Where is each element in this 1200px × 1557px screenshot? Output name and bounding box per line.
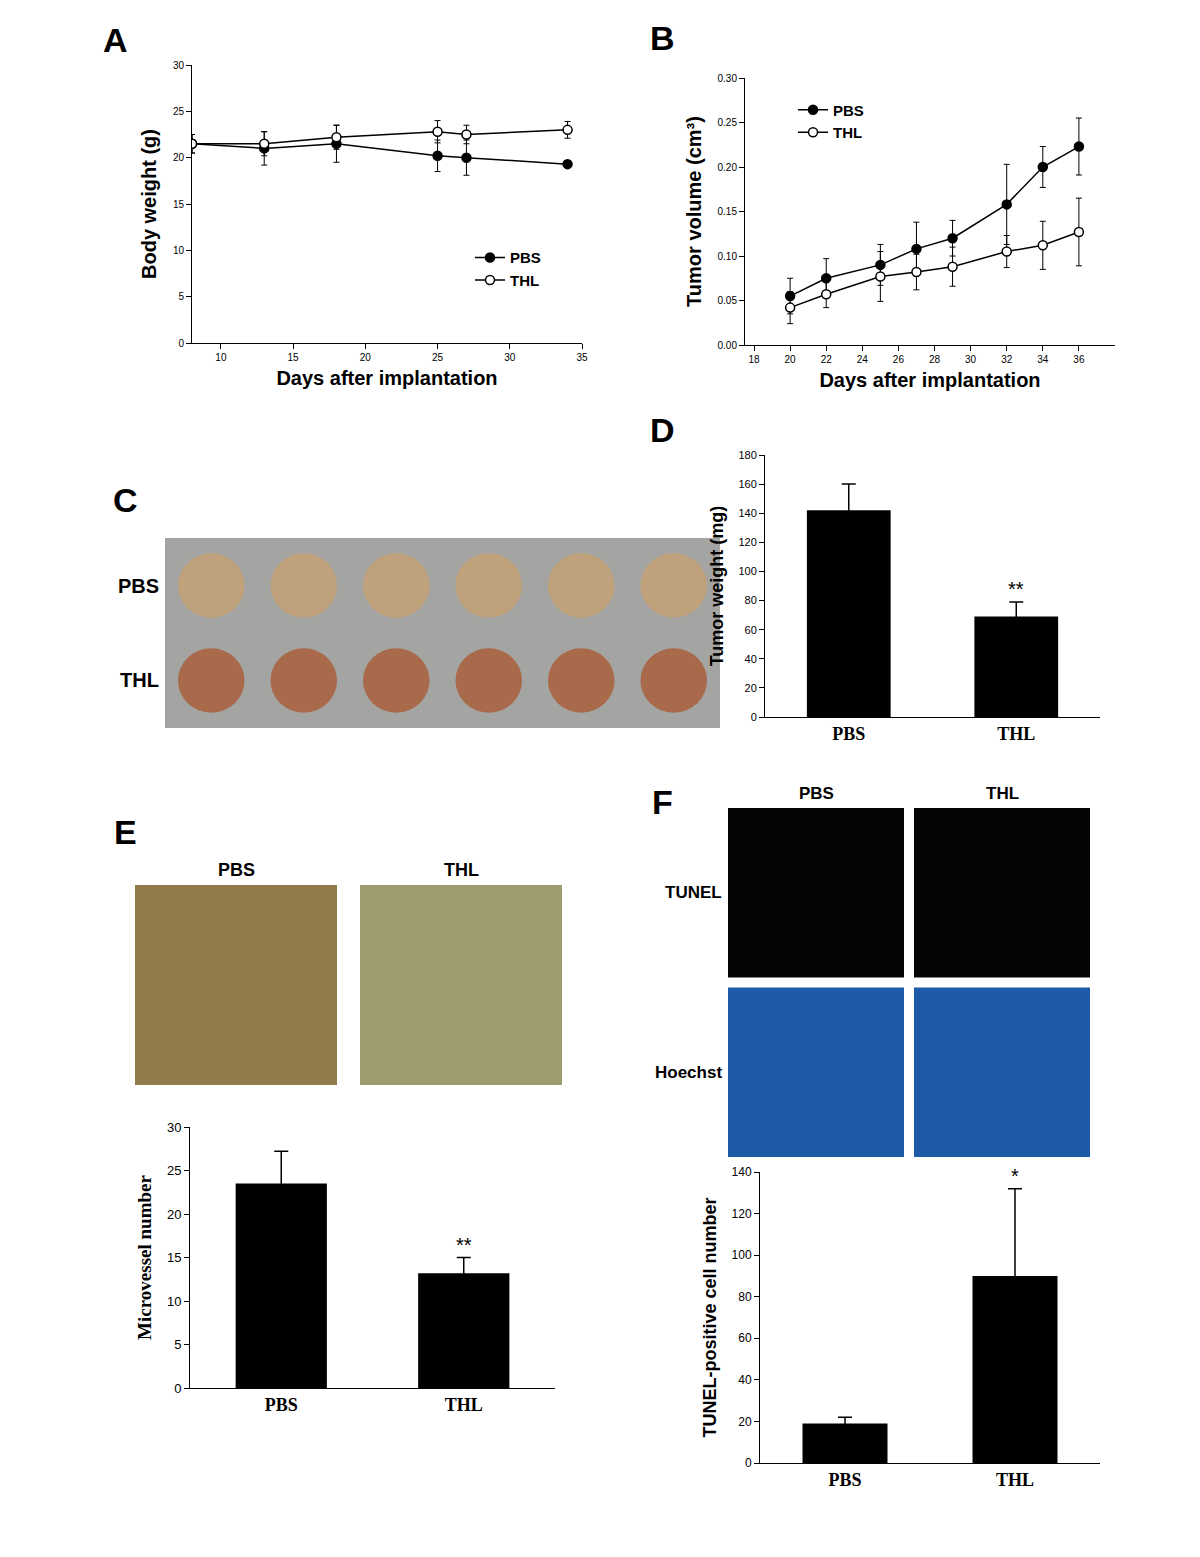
svg-text:30: 30 [504, 352, 516, 363]
svg-text:Tumor volume (cm³): Tumor volume (cm³) [683, 116, 705, 307]
svg-text:20: 20 [360, 352, 372, 363]
svg-text:0.05: 0.05 [718, 295, 738, 306]
svg-text:140: 140 [738, 507, 756, 519]
svg-text:10: 10 [215, 352, 227, 363]
svg-text:80: 80 [745, 594, 757, 606]
svg-text:PBS: PBS [799, 784, 834, 803]
svg-text:Tumor weight (mg): Tumor weight (mg) [707, 506, 727, 667]
svg-text:A: A [103, 21, 128, 59]
svg-text:0.15: 0.15 [718, 206, 738, 217]
svg-text:160: 160 [738, 478, 756, 490]
svg-text:35: 35 [576, 352, 588, 363]
svg-text:0: 0 [174, 1381, 181, 1396]
svg-text:C: C [113, 481, 138, 519]
svg-text:15: 15 [167, 1250, 181, 1265]
svg-text:TUNEL-positive cell number: TUNEL-positive cell number [700, 1197, 720, 1437]
svg-text:PBS: PBS [118, 575, 159, 597]
svg-text:PBS: PBS [828, 1470, 861, 1490]
svg-text:THL: THL [996, 1470, 1034, 1490]
svg-text:THL: THL [833, 124, 862, 141]
svg-text:5: 5 [178, 291, 184, 302]
svg-text:25: 25 [173, 106, 185, 117]
svg-text:20: 20 [173, 152, 185, 163]
svg-text:0: 0 [745, 1456, 752, 1470]
svg-text:PBS: PBS [833, 102, 864, 119]
svg-text:TUNEL: TUNEL [665, 883, 722, 902]
svg-text:Days after implantation: Days after implantation [819, 369, 1040, 391]
svg-text:120: 120 [738, 536, 756, 548]
svg-text:20: 20 [738, 1415, 752, 1429]
svg-text:**: ** [1008, 578, 1024, 600]
svg-text:0.00: 0.00 [718, 340, 738, 351]
svg-text:80: 80 [738, 1290, 752, 1304]
svg-text:5: 5 [174, 1337, 181, 1352]
svg-text:60: 60 [738, 1331, 752, 1345]
svg-text:22: 22 [821, 354, 833, 365]
svg-text:30: 30 [965, 354, 977, 365]
svg-text:0.25: 0.25 [718, 117, 738, 128]
svg-text:PBS: PBS [218, 860, 255, 880]
svg-text:26: 26 [893, 354, 905, 365]
svg-text:100: 100 [732, 1248, 752, 1262]
svg-text:**: ** [456, 1234, 472, 1256]
svg-text:60: 60 [745, 624, 757, 636]
svg-text:34: 34 [1037, 354, 1049, 365]
svg-text:15: 15 [173, 199, 185, 210]
svg-text:0.10: 0.10 [718, 251, 738, 262]
svg-text:THL: THL [120, 669, 159, 691]
svg-text:0.30: 0.30 [718, 73, 738, 84]
svg-text:10: 10 [173, 245, 185, 256]
svg-text:THL: THL [986, 784, 1019, 803]
svg-text:25: 25 [432, 352, 444, 363]
svg-text:0: 0 [751, 711, 757, 723]
svg-text:28: 28 [929, 354, 941, 365]
svg-text:*: * [1011, 1165, 1019, 1187]
svg-text:0: 0 [178, 338, 184, 349]
svg-text:32: 32 [1001, 354, 1013, 365]
svg-text:100: 100 [738, 565, 756, 577]
svg-text:Body weight (g): Body weight (g) [138, 129, 160, 279]
svg-text:30: 30 [167, 1120, 181, 1135]
svg-text:PBS: PBS [265, 1395, 298, 1415]
svg-text:140: 140 [732, 1165, 752, 1179]
svg-text:36: 36 [1073, 354, 1085, 365]
svg-text:120: 120 [732, 1207, 752, 1221]
svg-text:20: 20 [167, 1207, 181, 1222]
svg-text:B: B [650, 19, 675, 57]
svg-text:15: 15 [288, 352, 300, 363]
svg-text:F: F [652, 783, 673, 821]
svg-text:30: 30 [173, 60, 185, 71]
svg-text:20: 20 [745, 682, 757, 694]
svg-text:E: E [114, 813, 137, 851]
svg-text:THL: THL [510, 272, 539, 289]
svg-text:THL: THL [445, 1395, 483, 1415]
svg-text:25: 25 [167, 1163, 181, 1178]
svg-text:D: D [650, 411, 675, 449]
svg-text:Microvessel number: Microvessel number [134, 1175, 155, 1340]
svg-text:40: 40 [738, 1373, 752, 1387]
svg-text:THL: THL [997, 724, 1035, 744]
svg-text:40: 40 [745, 653, 757, 665]
svg-text:20: 20 [785, 354, 797, 365]
svg-text:0.20: 0.20 [718, 162, 738, 173]
svg-text:PBS: PBS [510, 249, 541, 266]
svg-text:24: 24 [857, 354, 869, 365]
svg-text:10: 10 [167, 1294, 181, 1309]
svg-text:Days after implantation: Days after implantation [276, 367, 497, 389]
svg-text:Hoechst: Hoechst [655, 1063, 722, 1082]
svg-text:THL: THL [444, 860, 479, 880]
svg-text:18: 18 [748, 354, 760, 365]
svg-text:PBS: PBS [832, 724, 865, 744]
svg-text:180: 180 [738, 449, 756, 461]
